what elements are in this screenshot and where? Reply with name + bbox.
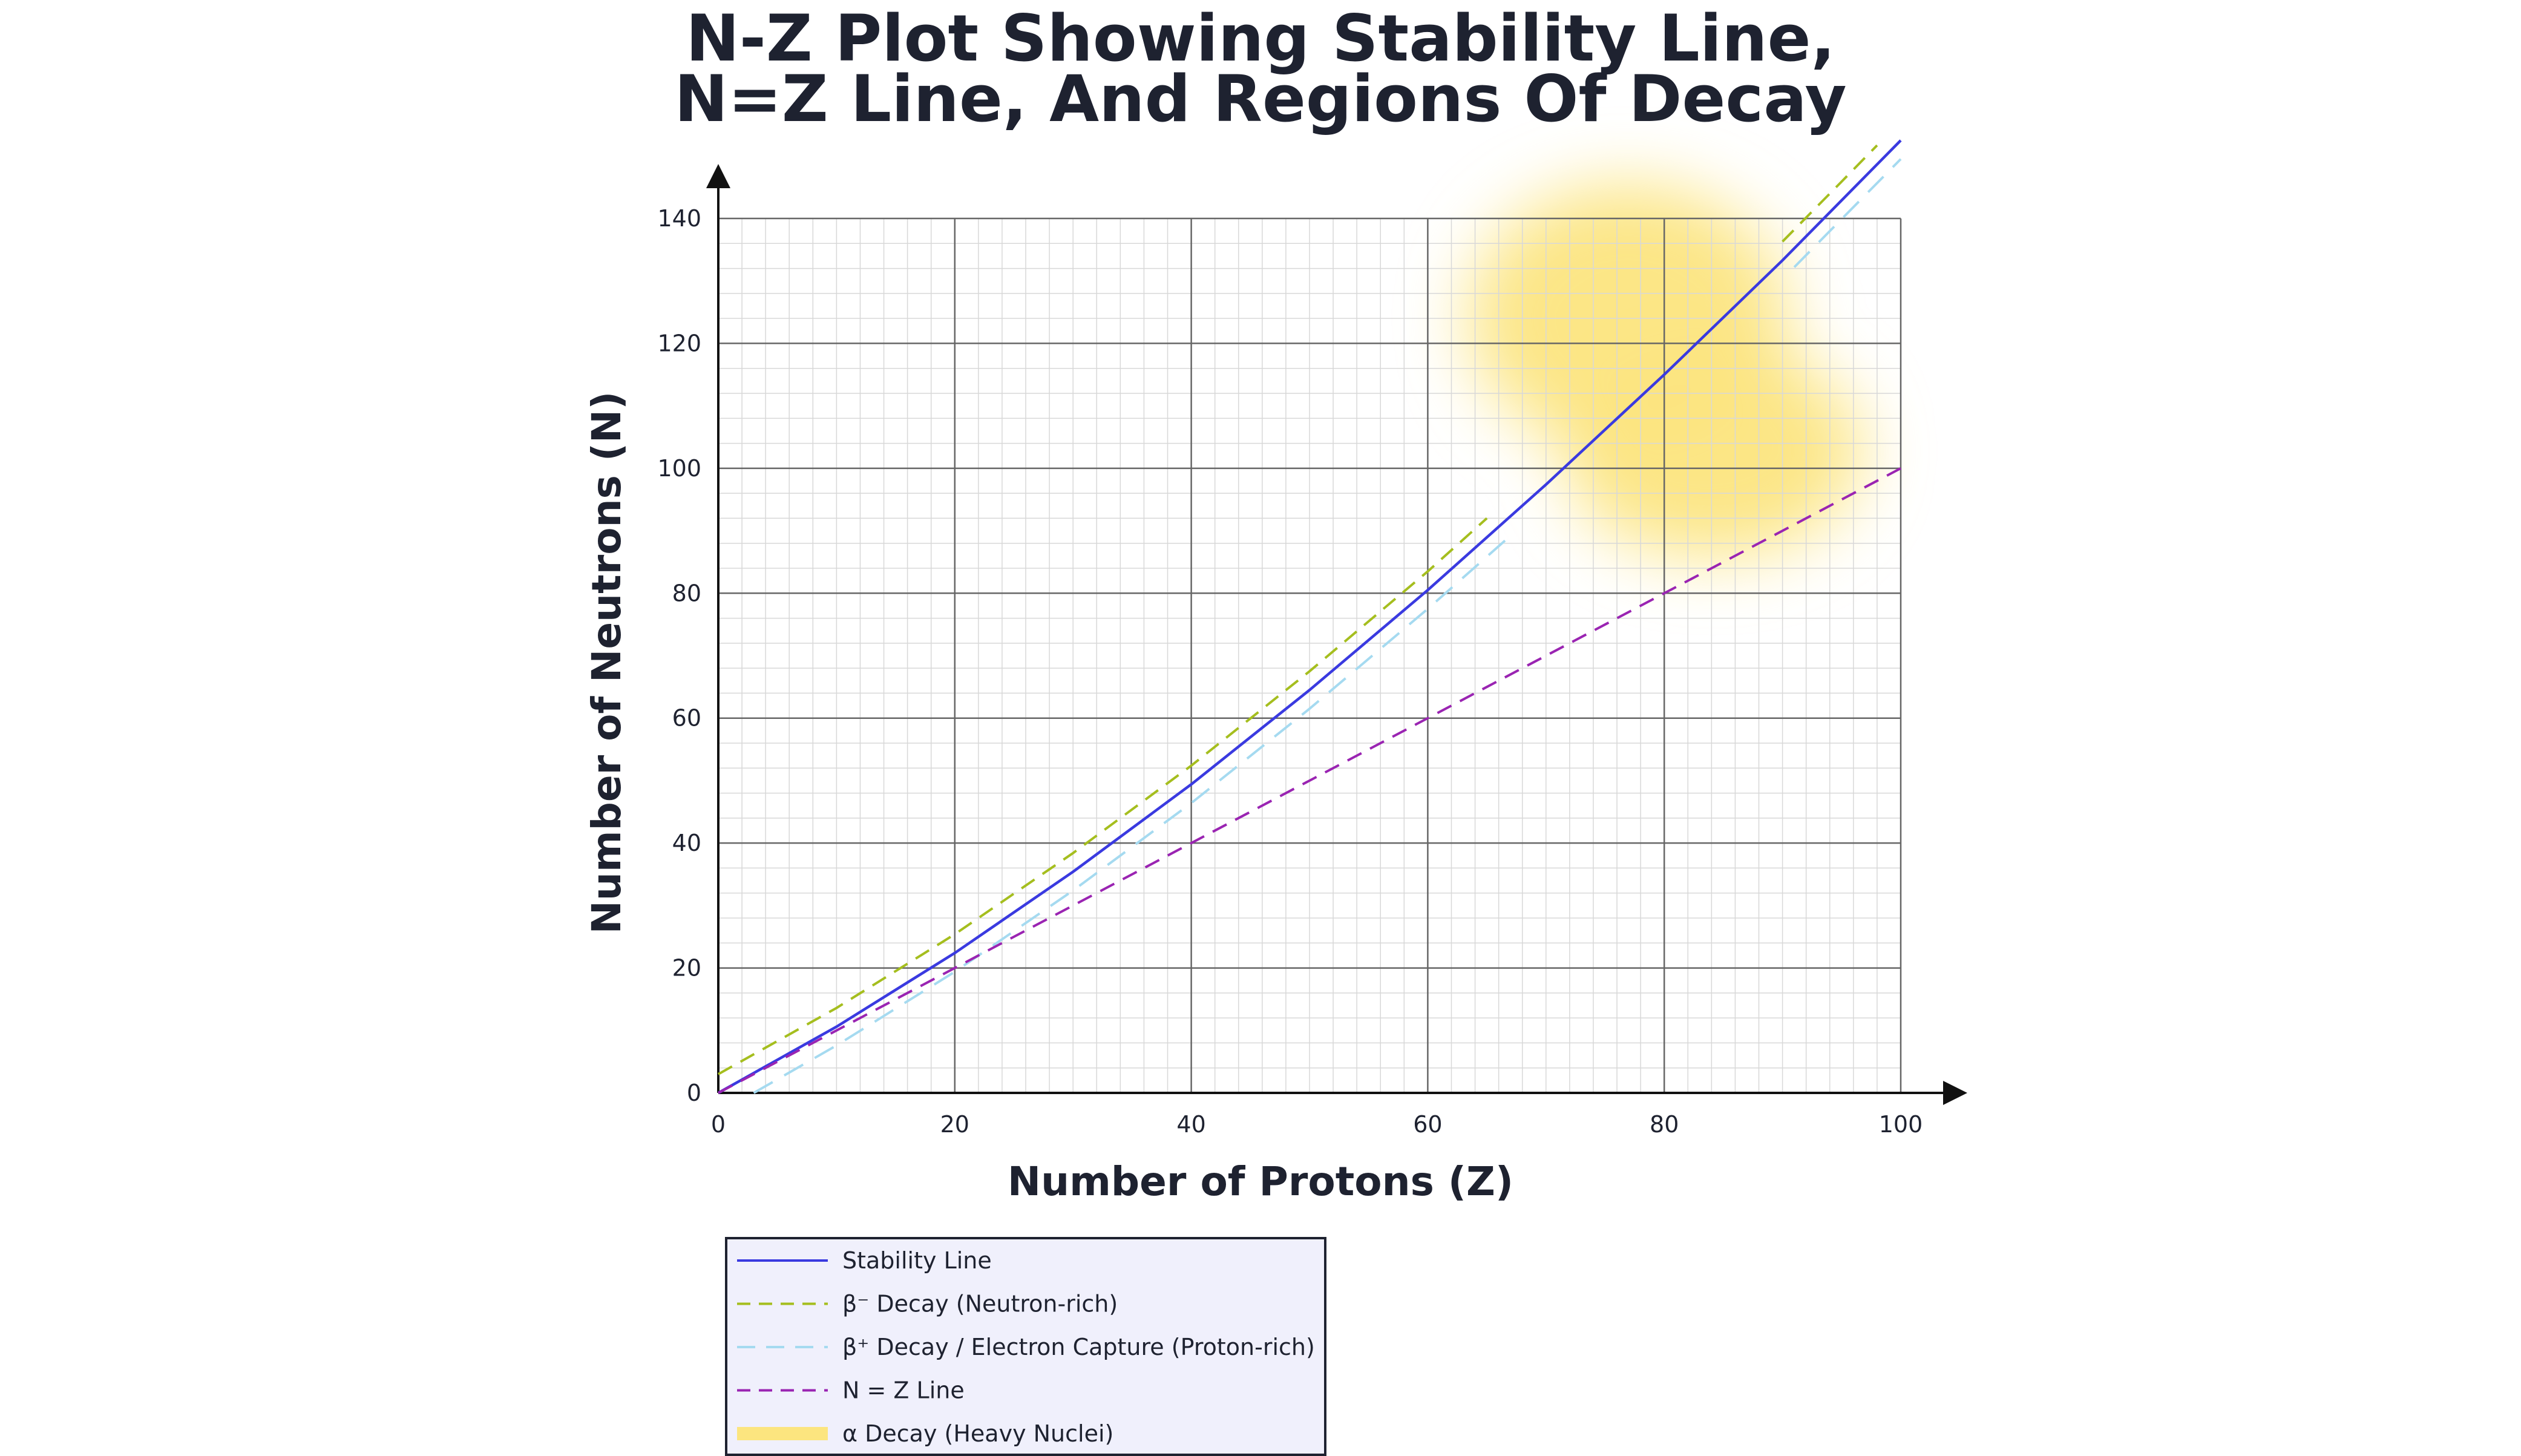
series-line [1793,158,1902,268]
legend-label: α Decay (Heavy Nuclei) [842,1420,1113,1447]
series-layer [717,139,1902,1094]
x-tick-label: 0 [711,1111,726,1138]
y-tick-label: 0 [687,1080,701,1106]
alpha-decay-glow-lower [1564,343,1861,559]
major-gridlines [717,217,1902,1094]
x-tick-label: 20 [940,1111,969,1138]
series-line [753,534,1512,1094]
tick-labels: 0 20 40 60 80 100 0 20 40 60 80 100 120 140 [657,205,1923,1138]
x-tick-label: 80 [1650,1111,1679,1138]
series-1 [718,144,1878,1075]
legend-label: β⁺ Decay / Electron Capture (Proton-rich… [842,1334,1315,1360]
y-tick-label: 80 [672,580,701,606]
series-line [717,139,1902,1094]
y-tick-label: 60 [672,705,701,732]
x-tick-label: 40 [1176,1111,1205,1138]
series-line [718,517,1488,1075]
axes [706,164,1967,1105]
legend-swatch [737,1427,828,1440]
y-axis-title: Number of Neutrons (N) [583,392,630,934]
x-tick-label: 60 [1413,1111,1442,1138]
series-line [718,467,1901,1094]
chart-title-line-1: N-Z Plot Showing Stability Line, [686,1,1835,76]
y-tick-label: 140 [657,205,701,232]
x-axis-title: Number of Protons (Z) [1008,1158,1513,1205]
y-tick-label: 100 [657,455,701,482]
series-0 [717,139,1902,1094]
legend-label: N = Z Line [842,1377,965,1404]
chart-title-line-2: N=Z Line, And Regions Of Decay [674,62,1846,136]
legend: Stability Line β⁻ Decay (Neutron-rich) β⁺ … [725,1237,1326,1456]
y-tick-label: 20 [672,955,701,982]
y-tick-label: 120 [657,330,701,356]
y-tick-label: 40 [672,830,701,856]
x-tick-label: 100 [1879,1111,1923,1138]
series-3 [718,467,1901,1094]
legend-label: β⁻ Decay (Neutron-rich) [842,1291,1118,1317]
legend-label: Stability Line [842,1247,992,1274]
minor-gridlines [718,218,1901,1093]
series-line [1782,144,1878,243]
series-2 [753,158,1902,1094]
